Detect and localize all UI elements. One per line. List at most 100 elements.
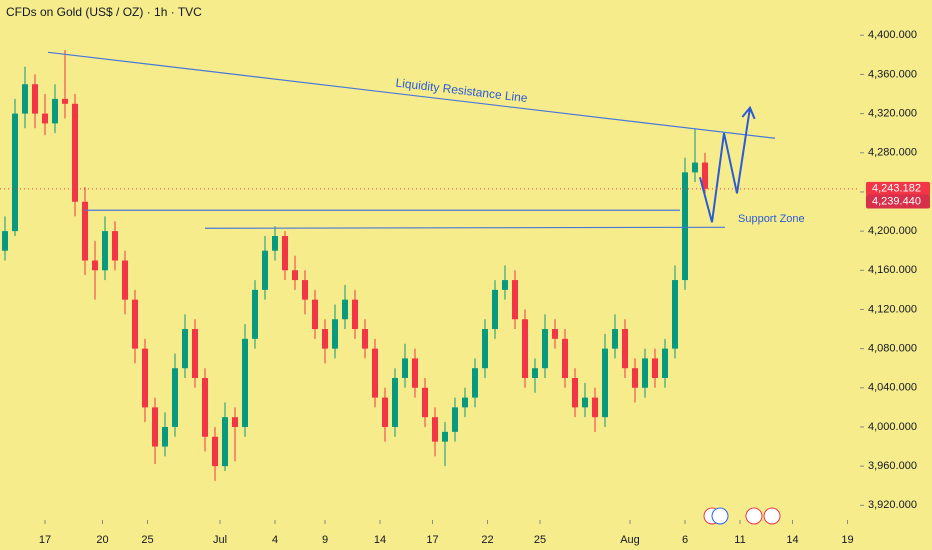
x-tick-label: 25: [141, 534, 153, 546]
candle-body: [22, 84, 28, 114]
candle-body: [252, 289, 258, 339]
candle-body: [422, 387, 428, 418]
x-tick-label: Aug: [620, 534, 640, 546]
candle-body: [662, 348, 668, 379]
candle-body: [12, 113, 18, 232]
candle-body: [32, 84, 38, 114]
y-tick-label: 4,160.000: [868, 264, 917, 276]
candle-body: [142, 348, 148, 408]
chart-title: CFDs on Gold (US$ / OZ) · 1h · TVC: [6, 5, 202, 19]
candle-body: [522, 319, 528, 379]
candle-body: [492, 289, 498, 330]
price-tag: [866, 194, 930, 209]
candle-body: [152, 407, 158, 447]
x-tick-label: 22: [481, 534, 493, 546]
candle-body: [162, 426, 168, 447]
candle-body: [52, 98, 58, 124]
candle-body: [692, 162, 698, 173]
candle-body: [472, 368, 478, 398]
x-tick-label: 14: [786, 534, 798, 546]
candle-body: [42, 113, 48, 124]
y-tick-label: 4,000.000: [868, 421, 917, 433]
candle-body: [372, 348, 378, 398]
candle-body: [462, 397, 468, 408]
candle-body: [242, 338, 248, 427]
candle-body: [82, 201, 88, 261]
support-line: [204, 226, 726, 229]
candle-body: [102, 231, 108, 271]
projection-path: [699, 107, 751, 223]
candle-body: [212, 436, 218, 467]
candle-body: [312, 299, 318, 330]
candle-body: [332, 319, 338, 349]
candle-body: [502, 280, 508, 290]
candle-body: [612, 329, 618, 349]
candle-body: [322, 329, 328, 349]
price-tag: [866, 181, 930, 196]
x-tick-label: 14: [374, 534, 386, 546]
candle-body: [562, 338, 568, 379]
x-tick-label: 9: [322, 534, 328, 546]
x-tick-label: 11: [734, 534, 745, 546]
candle-body: [442, 431, 448, 442]
y-tick-label: 4,200.000: [868, 225, 917, 237]
x-tick-label: Jul: [213, 534, 227, 546]
y-tick-label: 4,320.000: [868, 108, 917, 120]
candle-body: [412, 358, 418, 388]
candle-body: [282, 236, 288, 271]
candle-body: [512, 280, 518, 320]
candle-body: [302, 280, 308, 300]
y-tick-label: 4,120.000: [868, 303, 917, 315]
candle-body: [182, 329, 188, 369]
y-tick-label: 4,280.000: [868, 147, 917, 159]
candle-body: [542, 329, 548, 369]
candle-body: [432, 417, 438, 442]
candle-body: [572, 378, 578, 408]
y-tick-label: 4,400.000: [868, 29, 917, 41]
candle-body: [702, 162, 708, 189]
candle-body: [2, 231, 8, 251]
y-tick-label: 4,080.000: [868, 343, 917, 355]
candle-body: [482, 329, 488, 369]
candle-body: [642, 358, 648, 388]
candle-body: [222, 417, 228, 467]
candle-body: [582, 397, 588, 408]
candle-body: [112, 231, 118, 261]
candle-body: [552, 329, 558, 339]
x-tick-label: 4: [272, 534, 278, 546]
x-tick-label: 17: [426, 534, 438, 546]
candle-body: [362, 329, 368, 349]
candle-body: [632, 368, 638, 388]
candle-body: [672, 280, 678, 349]
candle-body: [352, 299, 358, 330]
candle-body: [272, 236, 278, 251]
candle-body: [652, 358, 658, 379]
candle-body: [192, 329, 198, 379]
candle-body: [232, 417, 238, 427]
y-tick-label: 3,920.000: [868, 499, 917, 511]
projection-arrowhead: [741, 105, 756, 120]
x-tick-label: 17: [39, 534, 51, 546]
candle-body: [392, 378, 398, 427]
candle-body: [172, 368, 178, 427]
candle-body: [122, 260, 128, 300]
y-tick-label: 3,960.000: [868, 460, 917, 472]
candle-body: [202, 378, 208, 437]
price-tag-label: 4,243.182: [872, 183, 921, 195]
x-tick-label: 25: [534, 534, 546, 546]
candle-body: [532, 368, 538, 379]
candle-body: [452, 407, 458, 432]
x-tick-label: 6: [682, 534, 688, 546]
candle-body: [132, 299, 138, 349]
candle-body: [602, 348, 608, 418]
candle-body: [262, 250, 268, 290]
candle-body: [592, 397, 598, 418]
y-tick-label: 4,360.000: [868, 68, 917, 80]
resistance-line: [47, 51, 776, 139]
price-axis-bg: [860, 0, 932, 550]
candle-body: [342, 299, 348, 320]
x-tick-label: 19: [841, 534, 853, 546]
candle-body: [382, 397, 388, 427]
x-tick-label: 20: [96, 534, 108, 546]
